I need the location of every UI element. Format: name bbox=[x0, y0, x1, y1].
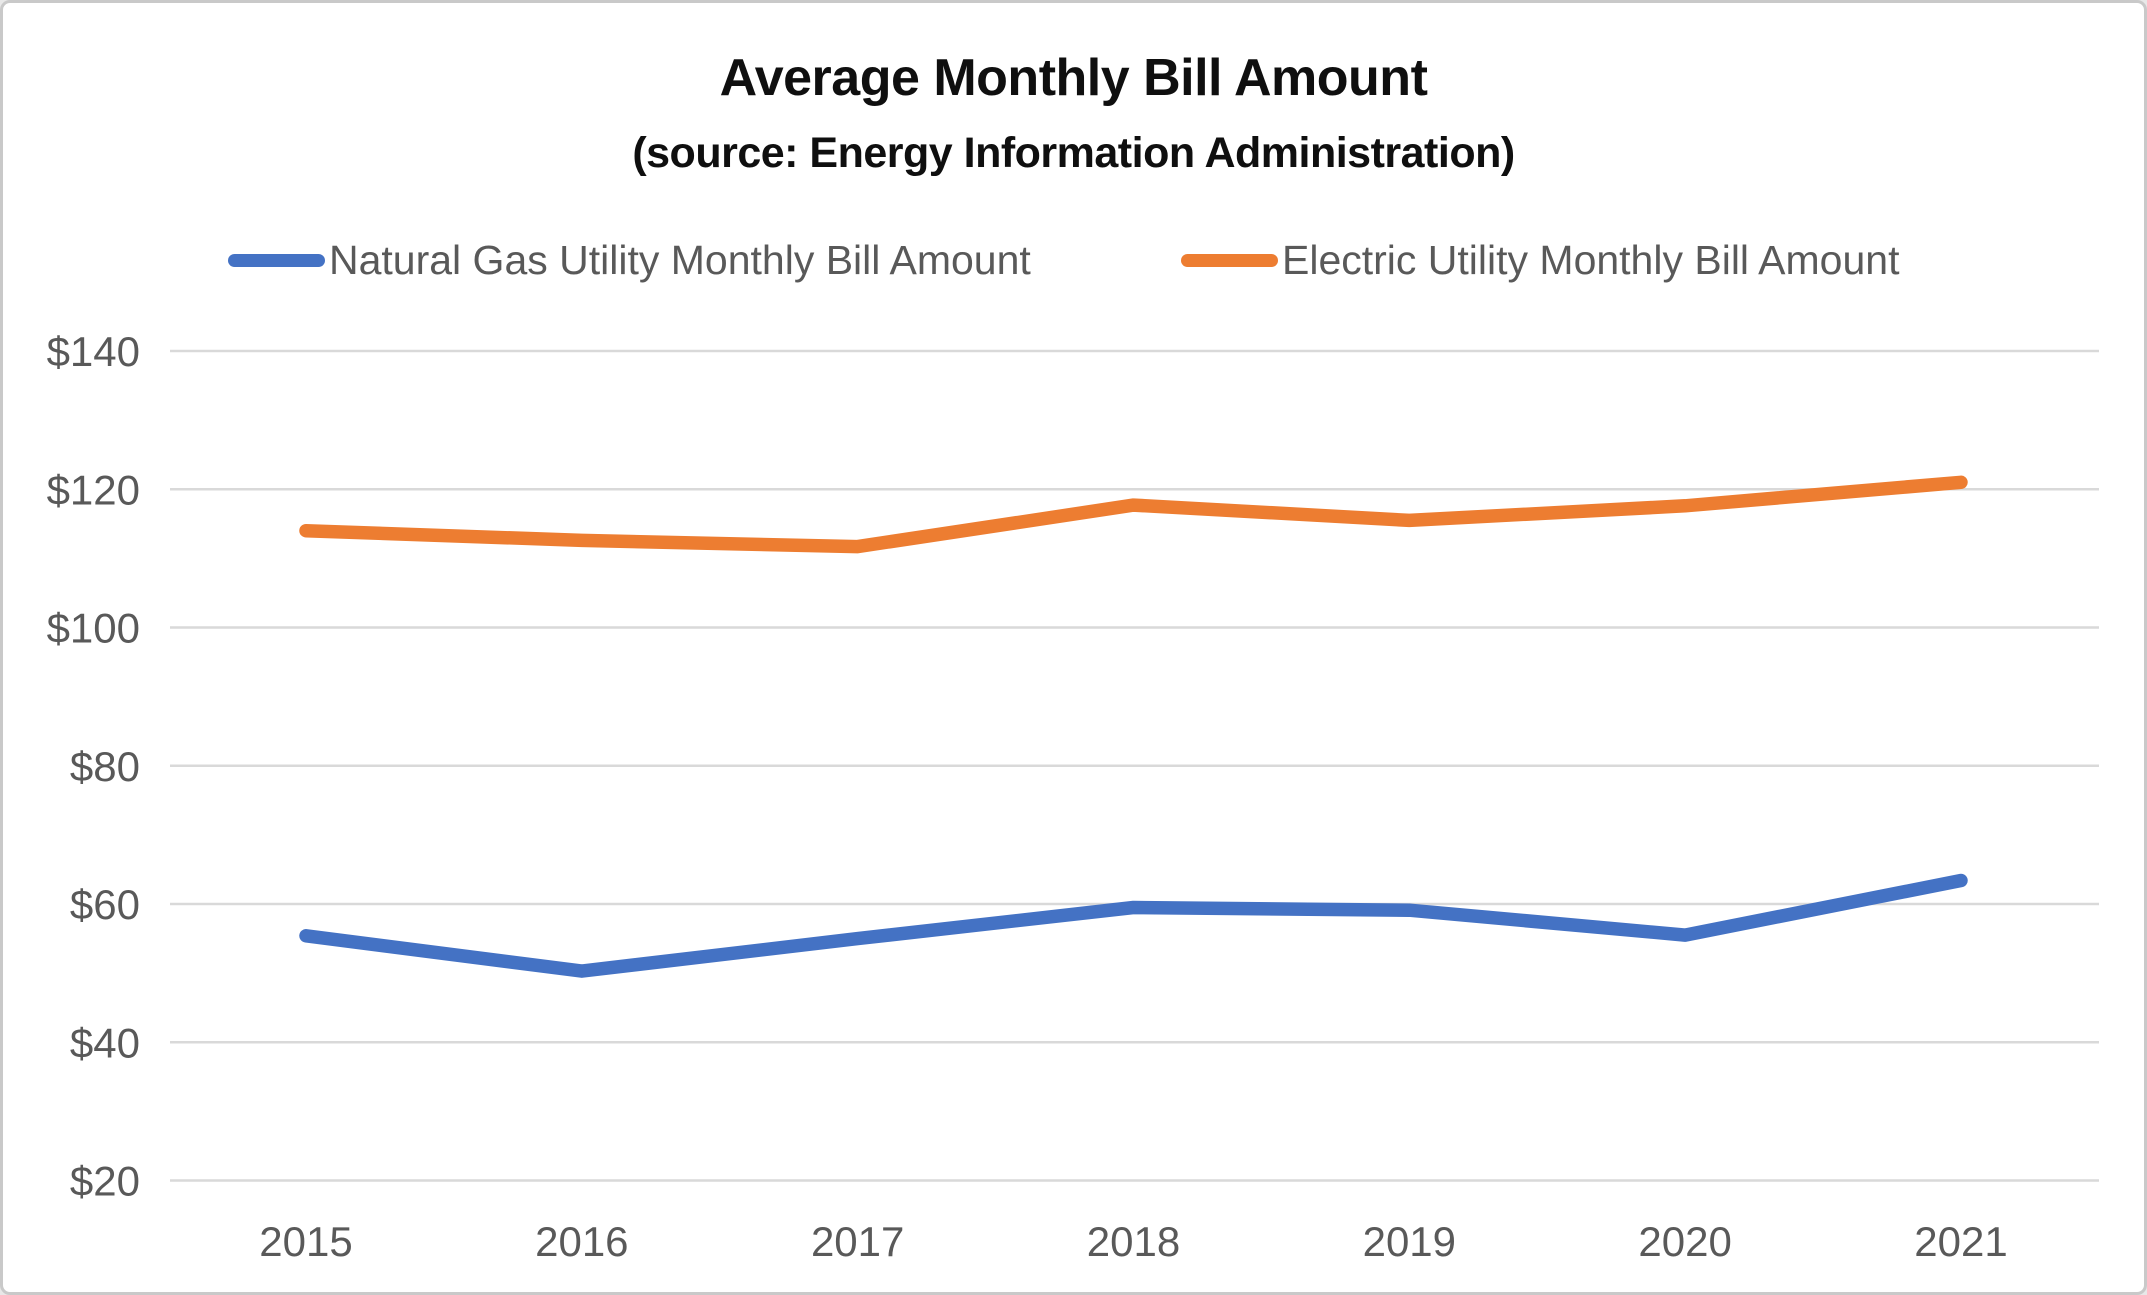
x-tick-label: 2018 bbox=[1087, 1218, 1180, 1265]
y-tick-label: $20 bbox=[70, 1158, 140, 1205]
line-chart-plot-area: $20 $40 $60 $80 $100 $120 $140 2015 2016 2017 2018… bbox=[47, 328, 2099, 1265]
x-tick-label: 2017 bbox=[811, 1218, 904, 1265]
legend-label-natural-gas: Natural Gas Utility Monthly Bill Amount bbox=[329, 236, 1031, 283]
x-tick-label: 2015 bbox=[259, 1218, 352, 1265]
y-tick-label: $80 bbox=[70, 743, 140, 790]
x-tick-label: 2020 bbox=[1638, 1218, 1731, 1265]
y-tick-label: $120 bbox=[47, 466, 140, 513]
y-tick-label: $140 bbox=[47, 328, 140, 375]
legend-item-electric: Electric Utility Monthly Bill Amount bbox=[1181, 236, 1900, 283]
legend-label-electric: Electric Utility Monthly Bill Amount bbox=[1282, 236, 1900, 283]
x-tick-label: 2019 bbox=[1363, 1218, 1456, 1265]
chart-title: Average Monthly Bill Amount bbox=[719, 49, 1428, 107]
x-tick-label: 2021 bbox=[1914, 1218, 2007, 1265]
chart-subtitle: (source: Energy Information Administrati… bbox=[632, 129, 1515, 177]
y-tick-label: $60 bbox=[70, 881, 140, 928]
y-tick-label: $40 bbox=[70, 1019, 140, 1066]
legend-item-natural-gas: Natural Gas Utility Monthly Bill Amount bbox=[228, 236, 1031, 283]
x-tick-label: 2016 bbox=[535, 1218, 628, 1265]
legend-swatch-electric-icon bbox=[1181, 253, 1278, 267]
series-line-natural bbox=[299, 873, 1968, 978]
legend-swatch-natural-gas-icon bbox=[228, 253, 325, 267]
y-tick-label: $100 bbox=[47, 605, 140, 652]
series-line-electric bbox=[299, 475, 1968, 554]
